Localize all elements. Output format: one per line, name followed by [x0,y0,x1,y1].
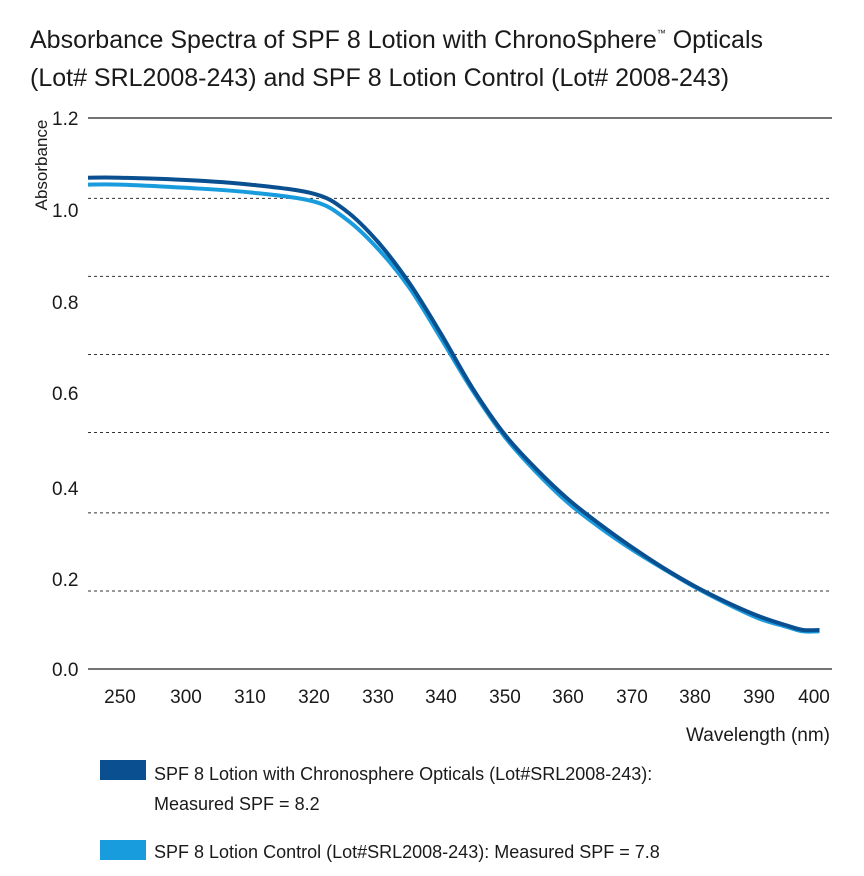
trademark-symbol: ™ [656,28,666,38]
x-tick-label: 380 [679,687,711,708]
y-tick-label: 1.0 [52,201,78,222]
series-lines [87,175,820,634]
x-tick-label: 390 [743,687,775,708]
axes [88,117,832,670]
chart-title-line-1-end: Opticals [665,26,764,54]
series-line-control [87,182,820,634]
legend-label-control: SPF 8 Lotion Control (Lot#SRL2008-243): … [154,842,660,862]
x-tick-label: 360 [552,687,584,708]
x-tick-label: 340 [425,687,457,708]
x-tick-label: 310 [234,687,266,708]
legend-swatch-light-blue [100,840,146,860]
y-axis-title: Absorbance [32,120,51,211]
x-tick-label: 370 [616,687,648,708]
grid-lines [88,197,832,592]
series-line-with-chronosphere [87,175,820,633]
absorbance-chart: 0.0 0.2 0.4 0.6 0.8 1.0 1.2 250 300 310 320 330 340 3… [32,109,832,746]
x-tick-label: 350 [489,687,521,708]
legend-label-line-1: SPF 8 Lotion with Chronosphere Opticals … [154,764,653,784]
x-tick-label: 400 [798,687,830,708]
axis-labels: 0.0 0.2 0.4 0.6 0.8 1.0 1.2 250 300 310 320 330 340 3… [32,109,830,746]
chart-title: Absorbance Spectra of SPF 8 Lotion with … [30,14,850,97]
y-tick-label: 0.8 [52,293,78,314]
x-tick-label: 330 [362,687,394,708]
x-axis-title: Wavelength (nm) [686,725,830,746]
y-tick-label: 0.0 [52,660,78,681]
x-tick-label: 250 [104,687,136,708]
x-tick-label: 300 [170,687,202,708]
chart-title-line-1-text: Absorbance Spectra of SPF 8 Lotion with … [30,26,657,54]
y-tick-label: 1.2 [52,109,78,130]
chart-title-line-1: Absorbance Spectra of SPF 8 Lotion with … [30,14,850,59]
y-tick-label: 0.6 [52,384,78,405]
chart-title-line-2: (Lot# SRL2008-243) and SPF 8 Lotion Cont… [30,64,730,92]
legend-label-line-2: Measured SPF = 8.2 [154,794,320,814]
y-tick-label: 0.4 [52,479,79,500]
y-tick-label: 0.2 [52,570,78,591]
legend-swatch-dark-blue [100,760,146,780]
x-tick-label: 320 [298,687,330,708]
